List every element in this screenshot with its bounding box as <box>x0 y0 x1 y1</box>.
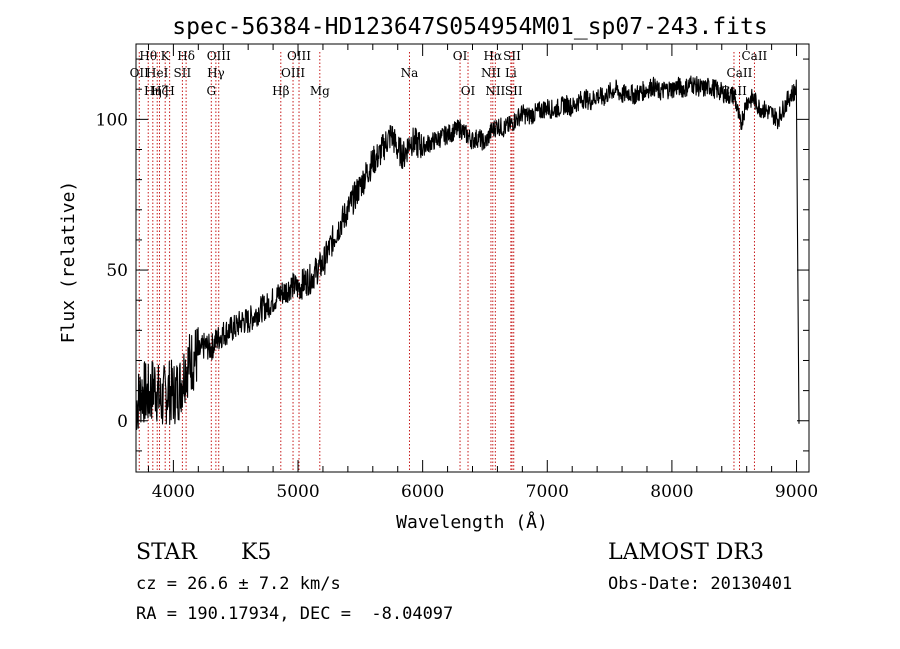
spectral-line-label: CaII <box>727 66 753 80</box>
coordinates: RA = 190.17934, DEC = -8.04097 <box>136 604 454 624</box>
spectral-line-label: H <box>164 84 174 98</box>
flux-series-line <box>135 75 800 430</box>
spectral-line-label: Hδ <box>177 49 195 63</box>
y-tick-label: 0 <box>117 412 128 432</box>
x-axis-ticks: 4000 5000 6000 7000 8000 9000 <box>147 44 818 502</box>
spectral-line-label: SII <box>503 49 521 63</box>
spectral-line-label: Hη <box>144 84 162 98</box>
y-tick-label: 100 <box>96 110 128 130</box>
spectral-line-label: HeI <box>146 66 169 80</box>
object-class: STAR <box>136 540 197 565</box>
redshift-velocity: cz = 26.6 ± 7.2 km/s <box>136 574 341 594</box>
spectral-line-label: OIII <box>287 49 311 63</box>
x-tick-label: 7000 <box>526 482 569 502</box>
spectral-line-label: SII <box>505 84 523 98</box>
y-axis-ticks: 0 50 100 <box>96 58 809 452</box>
x-tick-label: 4000 <box>152 482 195 502</box>
spectral-line-label: CaII <box>741 49 767 63</box>
spectral-line-label: SII <box>174 66 192 80</box>
spectral-line-label: Hγ <box>207 66 225 80</box>
spectral-line-label: Hζ <box>151 84 168 98</box>
spectral-line-label: Hβ <box>272 84 289 98</box>
spectral-line-label: Hθ <box>139 49 157 63</box>
x-tick-label: 9000 <box>775 482 818 502</box>
spectral-line-label: NII <box>485 84 505 98</box>
spectral-line-label: Na <box>401 66 419 80</box>
x-tick-label: 5000 <box>276 482 319 502</box>
spectral-line-label: OIII <box>207 49 231 63</box>
spectral-line-label: K <box>161 49 171 63</box>
object-subclass: K5 <box>241 540 272 565</box>
spectral-line-labels: HθOIIHηHeIHζKHSIIHδGHγOIIIHβOIIIOIIIMgNa… <box>130 49 768 98</box>
spectral-line-label: Li <box>505 66 517 80</box>
spectral-line-label: OI <box>461 84 476 98</box>
plot-frame <box>135 43 810 473</box>
x-tick-label: 8000 <box>650 482 693 502</box>
spectral-line-label: Mg <box>310 84 330 98</box>
y-tick-label: 50 <box>106 261 128 281</box>
chart-title: spec-56384-HD123647S054954M01_sp07-243.f… <box>172 14 767 40</box>
x-tick-label: 6000 <box>401 482 444 502</box>
spectral-line-label: Hα <box>484 49 503 63</box>
spectral-line-label: G <box>206 84 216 98</box>
x-axis-label: Wavelength (Å) <box>396 511 548 533</box>
survey-name: LAMOST DR3 <box>608 540 764 565</box>
spectral-line-markers <box>138 52 755 472</box>
spectral-line-label: OIII <box>281 66 305 80</box>
spectral-line-label: OII <box>130 66 150 80</box>
spectral-line-label: NII <box>481 66 501 80</box>
observation-date: Obs-Date: 20130401 <box>608 574 793 594</box>
y-axis-label: Flux (relative) <box>58 181 79 344</box>
spectral-line-label: OI <box>453 49 468 63</box>
